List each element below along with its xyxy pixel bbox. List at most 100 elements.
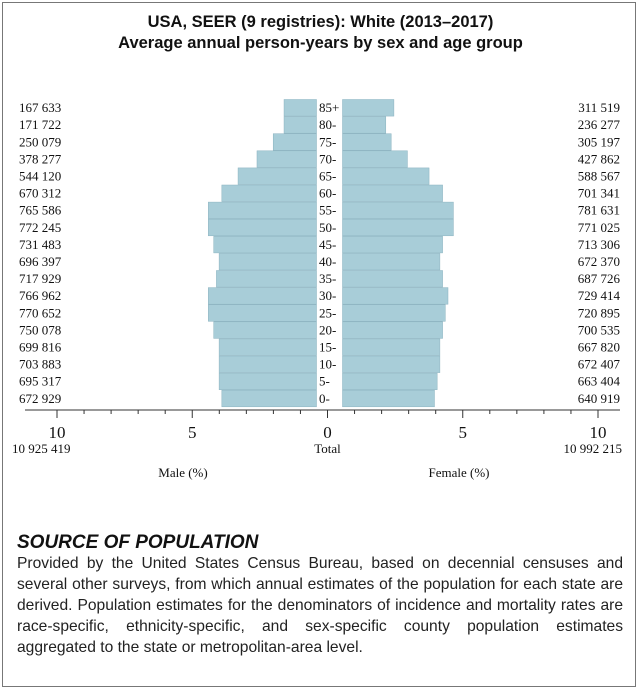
male-count-label: 696 397 — [19, 254, 62, 269]
age-group-label: 0- — [319, 391, 330, 406]
age-group-label: 10- — [319, 357, 336, 372]
female-count-label: 672 407 — [578, 357, 621, 372]
female-bar-45- — [342, 236, 443, 254]
female-count-label: 720 895 — [578, 305, 620, 320]
male-count-label: 703 883 — [19, 357, 61, 372]
female-bar-80- — [342, 116, 387, 134]
x-tick-label: 0 — [323, 423, 332, 442]
male-count-label: 672 929 — [19, 391, 61, 406]
female-bar-0- — [342, 389, 435, 408]
chart-subtitle: Average annual person-years by sex and a… — [118, 34, 523, 52]
female-count-label: 236 277 — [578, 117, 621, 132]
male-bar-35- — [216, 270, 317, 288]
female-bar-25- — [342, 304, 446, 322]
male-bar-30- — [208, 287, 317, 305]
female-bar-65- — [342, 167, 430, 185]
female-count-label: 672 370 — [578, 254, 620, 269]
female-count-label: 687 726 — [578, 271, 621, 286]
male-count-label: 731 483 — [19, 237, 61, 252]
age-group-label: 40- — [319, 254, 336, 269]
total-label: Total — [314, 441, 341, 456]
male-count-label: 171 722 — [19, 117, 61, 132]
female-count-label: 663 404 — [578, 374, 621, 389]
male-bar-65- — [237, 167, 317, 185]
female-bar-50- — [342, 218, 454, 237]
male-bar-45- — [213, 236, 317, 254]
female-count-label: 701 341 — [578, 186, 620, 201]
age-group-label: 65- — [319, 168, 336, 183]
age-group-label: 20- — [319, 322, 336, 337]
female-bar-55- — [342, 201, 454, 219]
male-bar-60- — [221, 184, 317, 202]
age-group-label: 35- — [319, 271, 336, 286]
female-count-label: 427 862 — [578, 151, 620, 166]
age-group-label: 75- — [319, 134, 336, 149]
male-bar-10- — [218, 355, 317, 373]
age-group-label: 50- — [319, 220, 336, 235]
age-group-label: 30- — [319, 288, 336, 303]
x-tick-label: 5 — [188, 423, 197, 442]
male-count-label: 699 816 — [19, 339, 62, 354]
male-count-label: 766 962 — [19, 288, 61, 303]
age-group-label: 80- — [319, 117, 336, 132]
male-bar-85+ — [283, 99, 317, 117]
female-bar-70- — [342, 150, 408, 168]
male-count-label: 544 120 — [19, 168, 61, 183]
female-count-label: 781 631 — [578, 203, 620, 218]
male-bar-15- — [218, 338, 317, 356]
male-bar-40- — [218, 253, 317, 271]
male-bar-5- — [218, 372, 317, 390]
male-count-label: 772 245 — [19, 220, 61, 235]
male-count-label: 250 079 — [19, 134, 61, 149]
male-count-label: 670 312 — [19, 186, 61, 201]
female-count-label: 700 535 — [578, 322, 620, 337]
female-axis-label: Female (%) — [428, 465, 489, 480]
female-bar-30- — [342, 287, 449, 305]
female-count-label: 729 414 — [578, 288, 621, 303]
female-bar-40- — [342, 253, 441, 271]
female-bar-5- — [342, 372, 438, 390]
age-group-label: 25- — [319, 305, 336, 320]
male-count-label: 770 652 — [19, 305, 61, 320]
male-bar-20- — [213, 321, 317, 339]
male-axis-label: Male (%) — [158, 465, 207, 480]
male-count-label: 765 586 — [19, 203, 62, 218]
female-bar-20- — [342, 321, 443, 339]
female-count-label: 311 519 — [578, 100, 620, 115]
male-bar-50- — [208, 218, 317, 237]
age-group-label: 85+ — [319, 100, 339, 115]
male-count-label: 378 277 — [19, 151, 62, 166]
male-bar-25- — [208, 304, 317, 322]
female-bar-35- — [342, 270, 443, 288]
male-bar-80- — [283, 116, 317, 134]
female-count-label: 771 025 — [578, 220, 620, 235]
male-count-label: 750 078 — [19, 322, 61, 337]
male-total: 10 925 419 — [12, 441, 71, 456]
age-group-label: 70- — [319, 151, 336, 166]
note-body: Provided by the United States Census Bur… — [17, 555, 623, 656]
chart-title: USA, SEER (9 registries): White (2013–20… — [147, 13, 494, 31]
male-bar-70- — [256, 150, 317, 168]
female-bar-15- — [342, 338, 441, 356]
age-group-label: 55- — [319, 203, 336, 218]
female-bar-60- — [342, 184, 443, 202]
female-count-label: 305 197 — [578, 134, 621, 149]
female-bar-85+ — [342, 99, 395, 117]
age-group-label: 45- — [319, 237, 336, 252]
female-count-label: 667 820 — [578, 339, 620, 354]
male-bar-0- — [221, 389, 317, 408]
male-count-label: 717 929 — [19, 271, 61, 286]
note-heading: SOURCE OF POPULATION — [17, 532, 259, 553]
x-tick-label: 10 — [49, 423, 66, 442]
male-count-label: 167 633 — [19, 100, 61, 115]
x-tick-label: 10 — [590, 423, 607, 442]
female-bar-10- — [342, 355, 441, 373]
male-count-label: 695 317 — [19, 374, 62, 389]
female-bar-75- — [342, 133, 392, 151]
male-bar-75- — [272, 133, 317, 151]
female-count-label: 713 306 — [578, 237, 621, 252]
male-bar-55- — [208, 201, 317, 219]
x-tick-label: 5 — [459, 423, 468, 442]
age-group-label: 5- — [319, 374, 330, 389]
